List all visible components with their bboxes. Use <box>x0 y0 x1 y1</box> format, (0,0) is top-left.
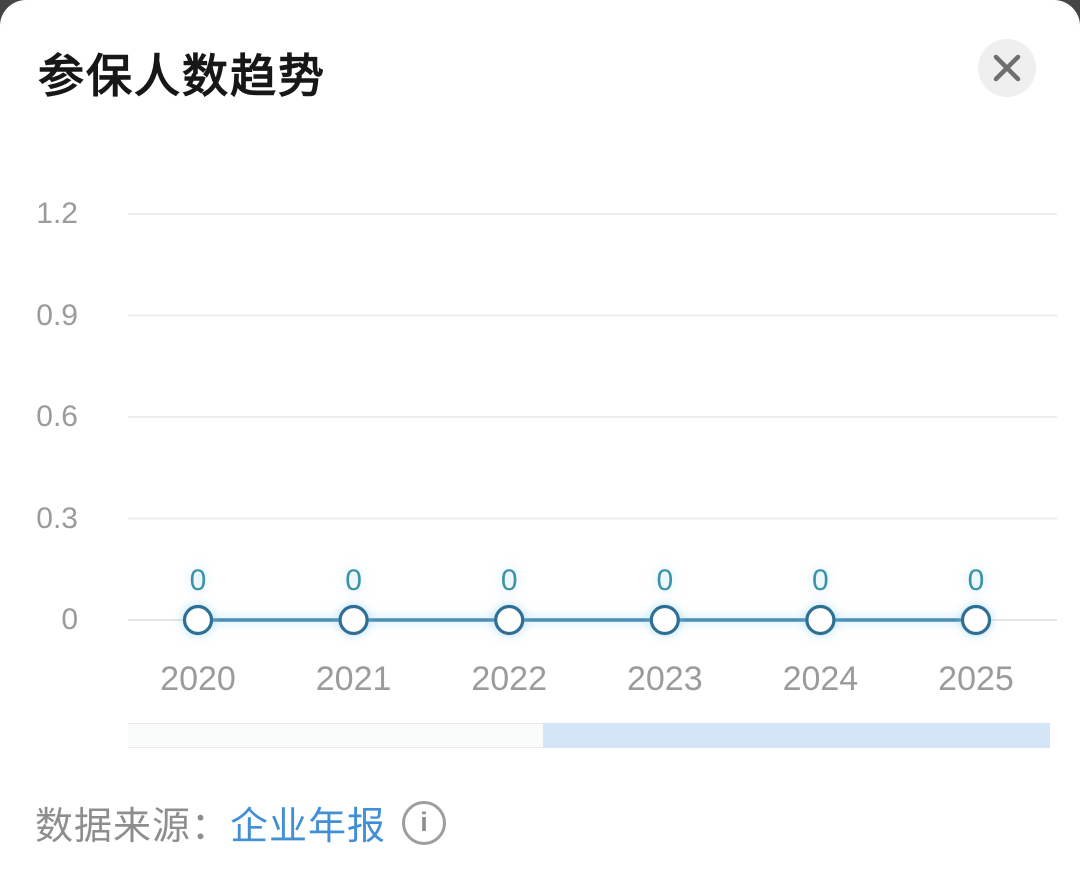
x-axis-label: 2025 <box>938 660 1014 698</box>
data-source-row: 数据来源： 企业年报 i <box>35 795 447 850</box>
x-axis-label: 2021 <box>315 660 392 698</box>
data-point[interactable] <box>960 604 992 636</box>
data-point-label: 0 <box>500 564 518 597</box>
close-button[interactable] <box>978 39 1036 97</box>
data-source-link[interactable]: 企业年报 <box>230 806 387 848</box>
chart-zoom-slider[interactable] <box>128 723 1050 748</box>
y-axis-label: 0.9 <box>36 298 78 332</box>
x-axis-label: 2020 <box>160 660 236 698</box>
x-axis-label: 2023 <box>626 660 703 698</box>
data-point[interactable] <box>805 604 836 636</box>
data-point-label: 0 <box>345 564 362 597</box>
data-point[interactable] <box>338 604 369 636</box>
zoom-slider-selection[interactable] <box>542 723 1050 748</box>
data-point-label: 0 <box>812 564 829 597</box>
modal-header: 参保人数趋势 <box>0 0 1080 130</box>
page-title: 参保人数趋势 <box>38 50 326 102</box>
data-point-label: 0 <box>656 564 674 597</box>
close-icon <box>993 54 1021 82</box>
y-axis-label: 0 <box>61 603 78 636</box>
y-axis-label: 0.6 <box>36 400 78 433</box>
data-point-label: 0 <box>967 564 985 597</box>
data-source-label: 数据来源： <box>35 806 231 848</box>
y-axis-label: 0.3 <box>36 501 78 535</box>
data-point[interactable] <box>182 604 214 636</box>
y-axis-label: 1.2 <box>36 197 78 230</box>
data-point[interactable] <box>649 604 680 636</box>
info-icon[interactable]: i <box>402 800 447 845</box>
x-axis-label: 2024 <box>782 660 859 698</box>
x-axis-label: 2022 <box>471 660 547 698</box>
data-point-label: 0 <box>189 564 207 597</box>
data-point[interactable] <box>494 604 525 636</box>
